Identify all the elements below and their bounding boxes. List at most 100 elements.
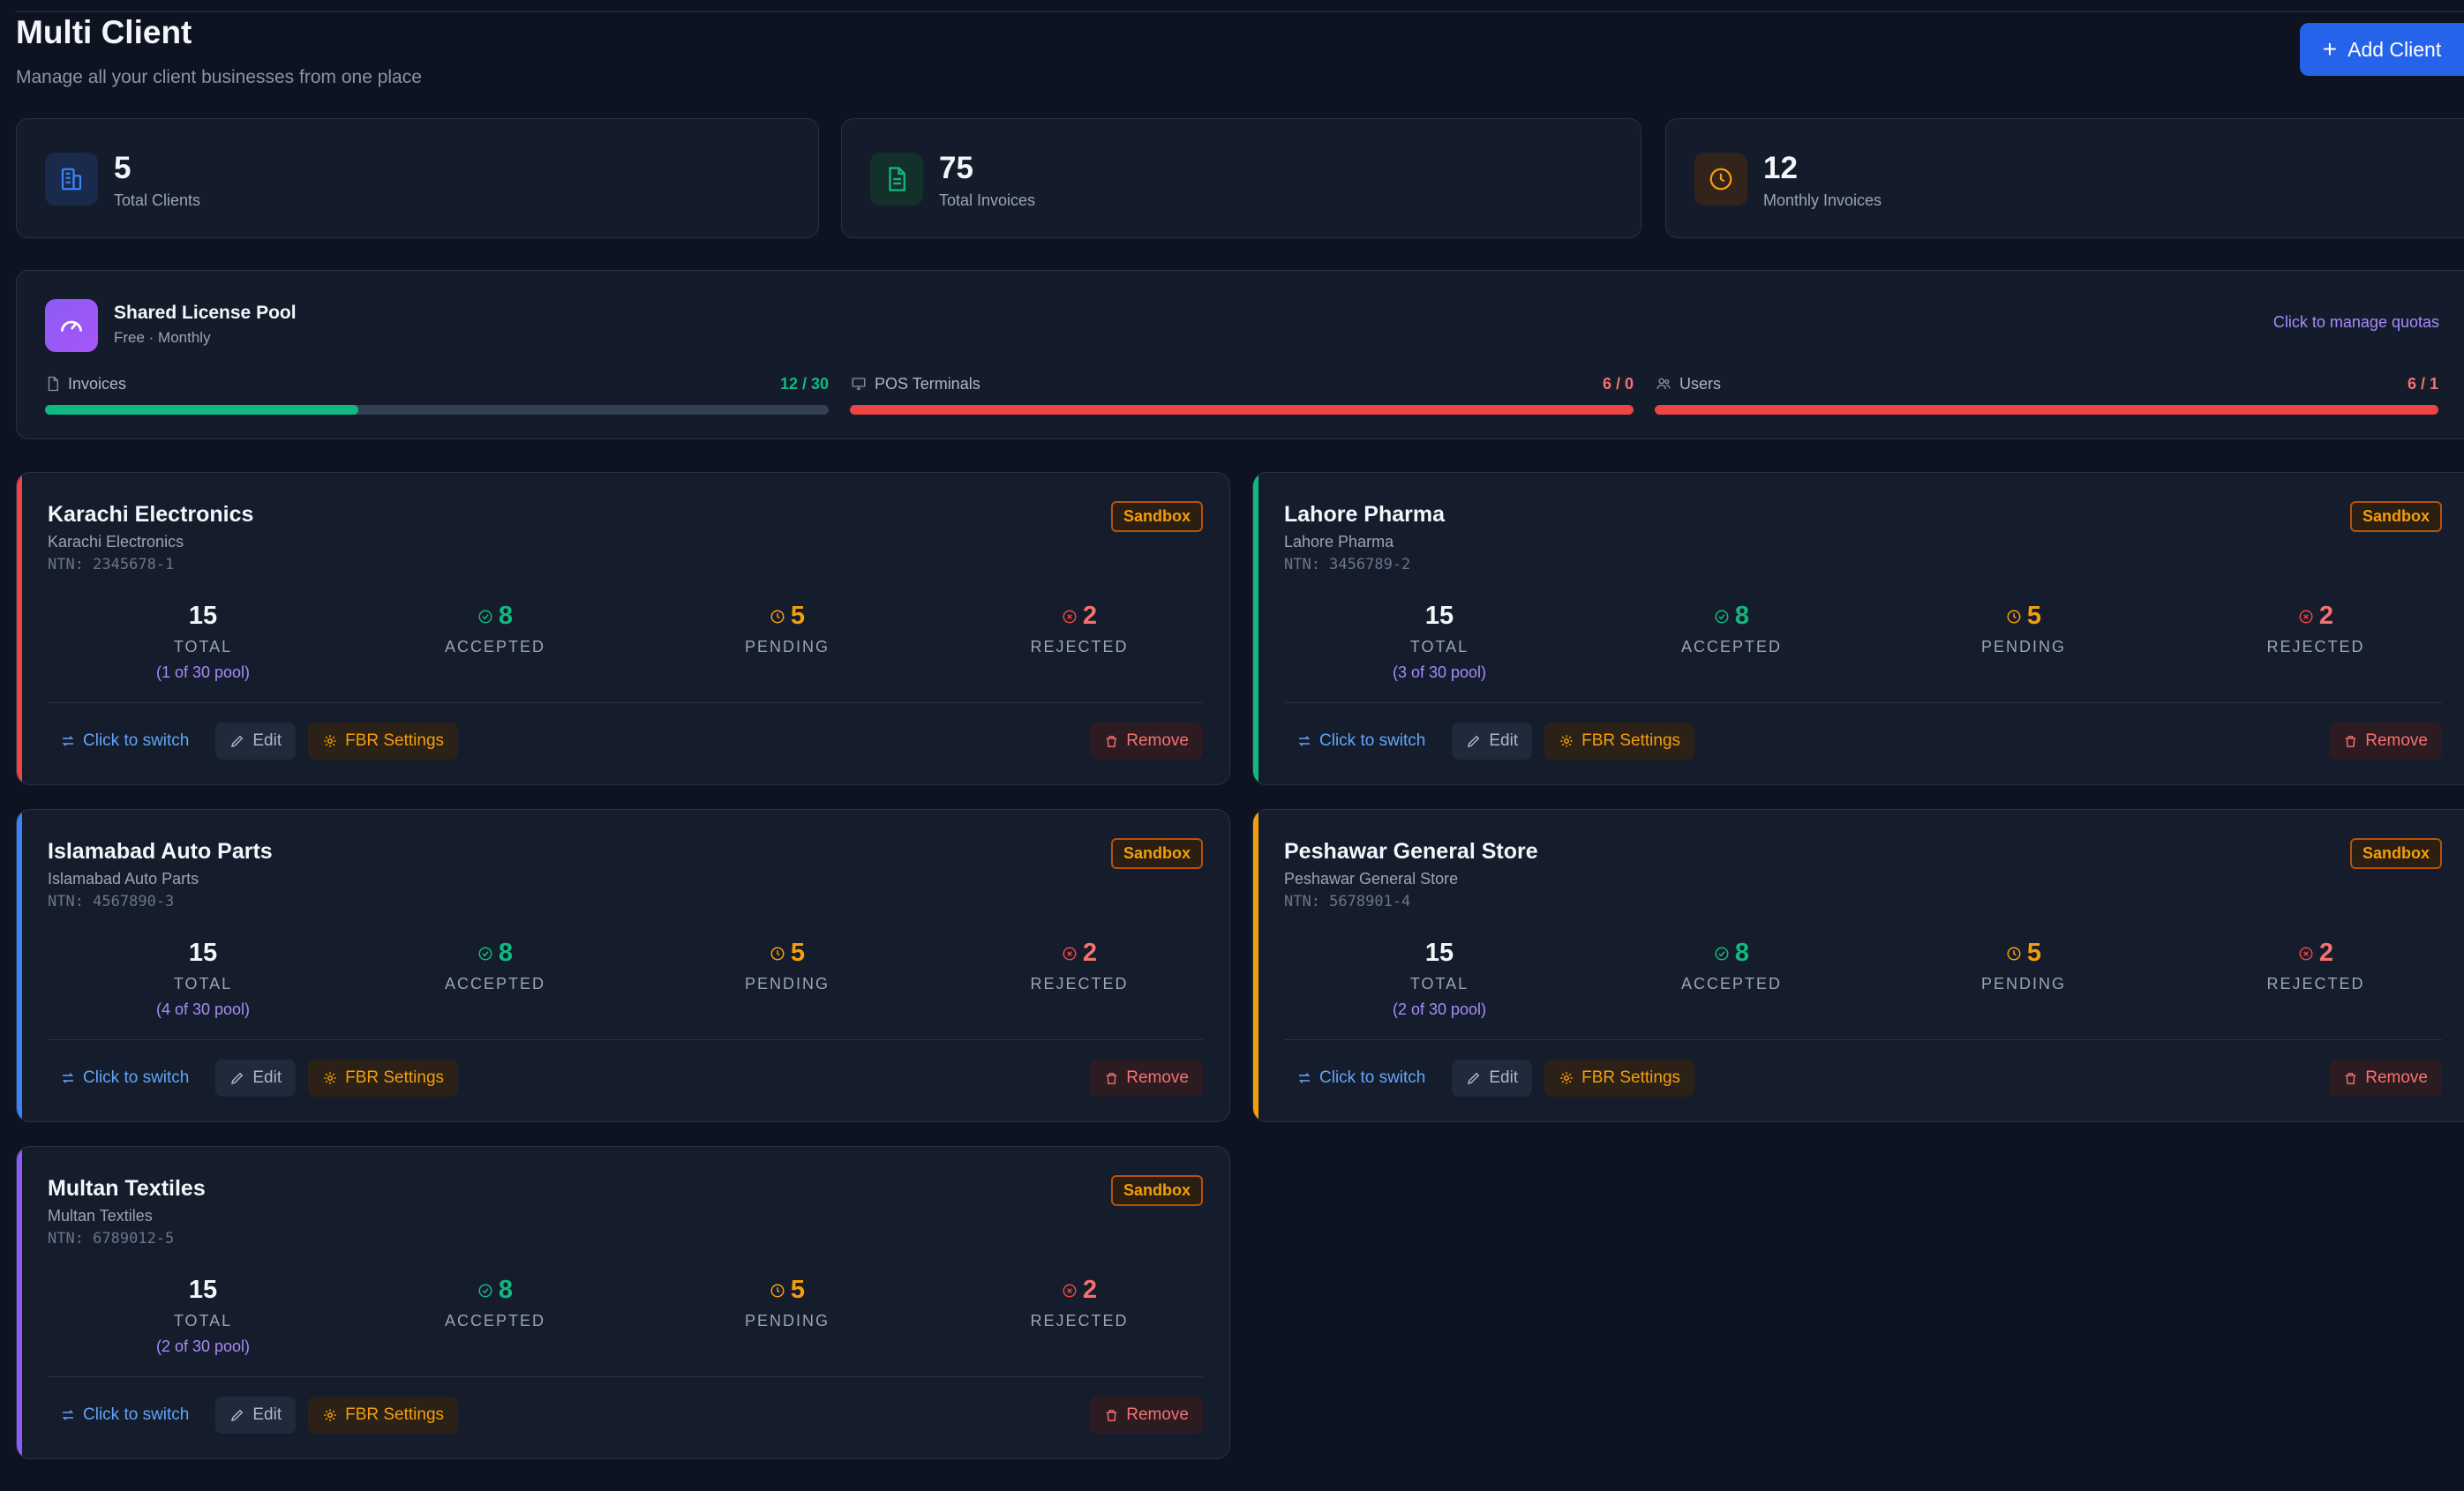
rejected-count: 2	[2318, 602, 2334, 630]
pending-label: PENDING	[1980, 638, 2066, 656]
clock-icon	[1694, 153, 1747, 206]
remove-client-button[interactable]: Remove	[1090, 723, 1203, 760]
remove-label: Remove	[1126, 1405, 1189, 1424]
switch-label: Click to switch	[83, 1068, 190, 1087]
switch-client-button[interactable]: Click to switch	[1284, 1060, 1439, 1097]
card-actions: Click to switch Edit FBR Settings	[48, 723, 459, 760]
accepted-label: ACCEPTED	[444, 1312, 545, 1330]
remove-client-button[interactable]: Remove	[1090, 1060, 1203, 1097]
client-accent-bar	[17, 473, 22, 784]
switch-client-button[interactable]: Click to switch	[48, 1397, 203, 1434]
client-ntn: NTN: 4567890-3	[48, 893, 175, 910]
stat-value: 12	[1763, 151, 1798, 185]
card-divider	[48, 1039, 1203, 1040]
x-circle-icon	[1063, 1284, 1077, 1297]
pencil-icon	[231, 1072, 244, 1085]
client-card[interactable]: Peshawar General Store Peshawar General …	[1252, 809, 2464, 1122]
client-business-name: Multan Textiles	[48, 1207, 153, 1225]
environment-badge: Sandbox	[1110, 1175, 1203, 1206]
stat-accepted: 8 ACCEPTED	[407, 602, 583, 656]
pencil-icon	[231, 735, 244, 748]
page-title: Multi Client	[16, 14, 192, 50]
edit-client-button[interactable]: Edit	[215, 1060, 297, 1097]
trash-icon	[2346, 1072, 2356, 1084]
switch-arrows-icon	[62, 1073, 74, 1083]
edit-label: Edit	[1489, 731, 1519, 750]
client-accent-bar	[17, 1147, 22, 1458]
client-business-name: Lahore Pharma	[1284, 533, 1394, 551]
x-circle-icon	[2299, 947, 2313, 960]
switch-client-button[interactable]: Click to switch	[48, 1060, 203, 1097]
fbr-settings-button[interactable]: FBR Settings	[308, 1397, 459, 1434]
meter-users: Users 6 / 1	[1655, 373, 2438, 415]
edit-client-button[interactable]: Edit	[1452, 723, 1533, 760]
edit-client-button[interactable]: Edit	[215, 723, 297, 760]
client-business-name: Islamabad Auto Parts	[48, 870, 199, 888]
fbr-settings-button[interactable]: FBR Settings	[1544, 723, 1695, 760]
pool-usage: (1 of 30 pool)	[155, 663, 251, 681]
edit-label: Edit	[1489, 1068, 1519, 1087]
fbr-label: FBR Settings	[1581, 731, 1681, 750]
fbr-settings-button[interactable]: FBR Settings	[1544, 1060, 1695, 1097]
edit-client-button[interactable]: Edit	[215, 1397, 297, 1434]
gauge-icon	[45, 299, 98, 352]
clock-icon	[770, 610, 785, 623]
accepted-label: ACCEPTED	[444, 975, 545, 993]
client-card[interactable]: Multan Textiles Multan Textiles NTN: 678…	[16, 1146, 1230, 1459]
total-label: TOTAL	[173, 638, 233, 656]
environment-badge: Sandbox	[1110, 838, 1203, 869]
pending-label: PENDING	[744, 638, 830, 656]
client-card[interactable]: Karachi Electronics Karachi Electronics …	[16, 472, 1230, 785]
accepted-count: 8	[498, 939, 514, 967]
meter-value: 6 / 0	[1602, 374, 1634, 393]
remove-client-button[interactable]: Remove	[2329, 723, 2442, 760]
switch-arrows-icon	[1298, 1073, 1311, 1083]
client-ntn: NTN: 2345678-1	[48, 556, 175, 573]
trash-icon	[1107, 1072, 1117, 1084]
card-actions: Click to switch Edit FBR Settings	[1284, 1060, 1695, 1097]
edit-label: Edit	[252, 1068, 282, 1087]
manage-quotas-link[interactable]: Click to manage quotas	[2272, 313, 2439, 331]
clock-icon	[2007, 947, 2021, 960]
switch-client-button[interactable]: Click to switch	[1284, 723, 1439, 760]
pending-label: PENDING	[1980, 975, 2066, 993]
stat-total: 15 TOTAL (4 of 30 pool)	[115, 939, 291, 1019]
card-actions: Click to switch Edit FBR Settings	[48, 1060, 459, 1097]
client-card[interactable]: Lahore Pharma Lahore Pharma NTN: 3456789…	[1252, 472, 2464, 785]
stat-accepted: 8 ACCEPTED	[407, 939, 583, 993]
switch-client-button[interactable]: Click to switch	[48, 723, 203, 760]
remove-client-button[interactable]: Remove	[2329, 1060, 2442, 1097]
clock-icon	[2007, 610, 2021, 623]
add-client-button[interactable]: + Add Client	[2300, 23, 2464, 76]
x-circle-icon	[1063, 610, 1077, 623]
meter-label: POS Terminals	[875, 374, 980, 393]
monitor-icon	[852, 378, 866, 390]
total-count: 15	[1424, 939, 1454, 967]
client-accent-bar	[1253, 810, 1258, 1121]
accepted-label: ACCEPTED	[1680, 975, 1782, 993]
fbr-label: FBR Settings	[1581, 1068, 1681, 1087]
stat-rejected: 2 REJECTED	[991, 1276, 1168, 1330]
total-count: 15	[188, 1276, 218, 1304]
remove-client-button[interactable]: Remove	[1090, 1397, 1203, 1434]
meter-track	[1655, 405, 2438, 415]
fbr-settings-button[interactable]: FBR Settings	[308, 723, 459, 760]
client-card[interactable]: Islamabad Auto Parts Islamabad Auto Part…	[16, 809, 1230, 1122]
edit-client-button[interactable]: Edit	[1452, 1060, 1533, 1097]
stat-pending: 5 PENDING	[1935, 602, 2112, 656]
stat-pending: 5 PENDING	[699, 602, 875, 656]
edit-label: Edit	[252, 731, 282, 750]
license-pool-card[interactable]: Shared License Pool Free · Monthly Click…	[16, 270, 2464, 439]
meter-fill	[1655, 405, 2438, 415]
stat-card-total-invoices: 75 Total Invoices	[841, 118, 1641, 238]
accepted-label: ACCEPTED	[444, 638, 545, 656]
rejected-count: 2	[1082, 939, 1098, 967]
rejected-label: REJECTED	[1030, 638, 1129, 656]
client-name: Peshawar General Store	[1284, 839, 1538, 864]
rejected-label: REJECTED	[2266, 975, 2365, 993]
stat-card-monthly-invoices: 12 Monthly Invoices	[1665, 118, 2464, 238]
fbr-settings-button[interactable]: FBR Settings	[308, 1060, 459, 1097]
rejected-label: REJECTED	[2266, 638, 2365, 656]
fbr-label: FBR Settings	[345, 1405, 445, 1424]
trash-icon	[2346, 735, 2356, 747]
